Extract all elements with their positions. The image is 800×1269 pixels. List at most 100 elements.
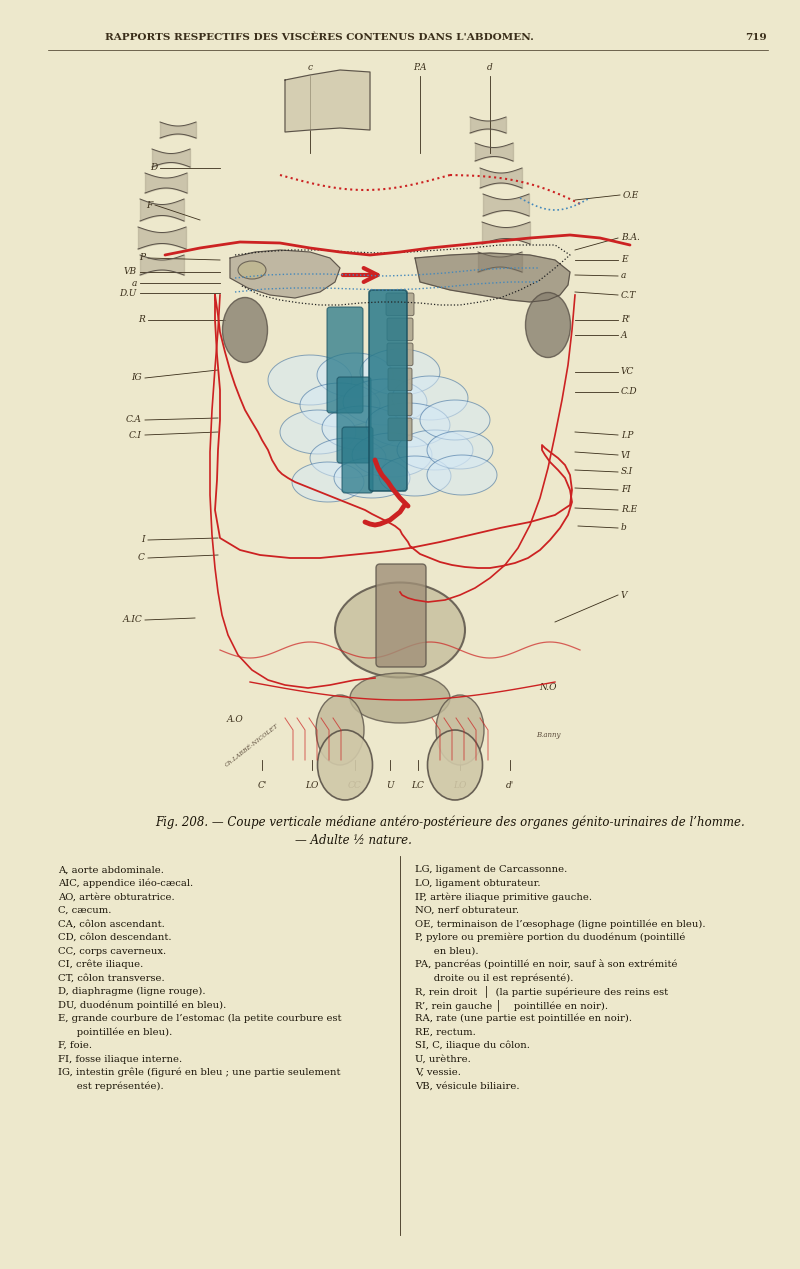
Polygon shape	[230, 250, 340, 298]
Text: O.E: O.E	[623, 190, 639, 199]
Text: E: E	[621, 255, 628, 264]
Ellipse shape	[316, 695, 364, 765]
Text: P.A: P.A	[414, 63, 426, 72]
Text: IP, artère iliaque primitive gauche.: IP, artère iliaque primitive gauche.	[415, 892, 592, 902]
Text: Fig. 208. — Coupe verticale médiane antéro-postérieure des organes génito-urinai: Fig. 208. — Coupe verticale médiane anté…	[155, 815, 745, 829]
Polygon shape	[427, 431, 493, 470]
FancyBboxPatch shape	[388, 418, 412, 440]
Ellipse shape	[335, 582, 465, 678]
Text: V: V	[621, 590, 627, 599]
Text: CC, corps caverneux.: CC, corps caverneux.	[58, 947, 166, 956]
Text: CI, crête iliaque.: CI, crête iliaque.	[58, 959, 143, 970]
Polygon shape	[322, 406, 402, 450]
Text: C': C'	[258, 780, 266, 789]
FancyBboxPatch shape	[387, 343, 413, 365]
Text: CC: CC	[348, 780, 362, 789]
Text: LO: LO	[306, 780, 318, 789]
Text: D: D	[150, 164, 157, 173]
Text: est représentée).: est représentée).	[58, 1081, 164, 1091]
Text: IG, intestin grêle (figuré en bleu ; une partie seulement: IG, intestin grêle (figuré en bleu ; une…	[58, 1067, 341, 1077]
FancyBboxPatch shape	[388, 393, 412, 416]
Text: CT, côlon transverse.: CT, côlon transverse.	[58, 973, 165, 982]
Text: LO, ligament obturateur.: LO, ligament obturateur.	[415, 879, 541, 888]
Text: SI, C, iliaque du côlon.: SI, C, iliaque du côlon.	[415, 1041, 530, 1051]
Text: C.A: C.A	[126, 415, 142, 425]
Text: R’, rein gauche │    pointillée en noir).: R’, rein gauche │ pointillée en noir).	[415, 999, 608, 1011]
Polygon shape	[427, 456, 497, 495]
Text: R: R	[138, 316, 145, 325]
Polygon shape	[280, 410, 356, 454]
Polygon shape	[352, 433, 432, 477]
Text: RA, rate (une partie est pointillée en noir).: RA, rate (une partie est pointillée en n…	[415, 1014, 632, 1023]
Text: A, aorte abdominale.: A, aorte abdominale.	[58, 865, 164, 874]
Text: IG: IG	[131, 373, 142, 382]
FancyBboxPatch shape	[376, 563, 426, 667]
Ellipse shape	[427, 730, 482, 799]
Ellipse shape	[436, 695, 484, 765]
Text: P, pylore ou première portion du duodénum (pointillé: P, pylore ou première portion du duodénu…	[415, 933, 686, 943]
Text: b: b	[621, 524, 626, 533]
FancyBboxPatch shape	[337, 377, 371, 463]
Text: B.anny: B.anny	[536, 731, 560, 739]
Ellipse shape	[238, 261, 266, 279]
Text: a: a	[621, 272, 626, 280]
Text: d: d	[487, 63, 493, 72]
Polygon shape	[379, 456, 451, 496]
FancyBboxPatch shape	[342, 426, 373, 492]
FancyBboxPatch shape	[387, 319, 413, 340]
Text: AO, artère obturatrice.: AO, artère obturatrice.	[58, 892, 174, 901]
Text: CA, côlon ascendant.: CA, côlon ascendant.	[58, 920, 165, 929]
Text: D.U: D.U	[120, 288, 137, 297]
Text: LC: LC	[411, 780, 425, 789]
Text: A.O: A.O	[226, 716, 243, 725]
Bar	[130, 55, 670, 794]
Text: LG, ligament de Carcassonne.: LG, ligament de Carcassonne.	[415, 865, 567, 874]
Polygon shape	[317, 353, 393, 397]
Ellipse shape	[526, 292, 570, 358]
Text: F: F	[146, 201, 152, 209]
Text: R, rein droit  │  (la partie supérieure des reins est: R, rein droit │ (la partie supérieure de…	[415, 986, 668, 997]
Text: E, grande courbure de l’estomac (la petite courbure est: E, grande courbure de l’estomac (la peti…	[58, 1014, 342, 1023]
Polygon shape	[334, 458, 410, 497]
Text: d': d'	[506, 780, 514, 789]
FancyBboxPatch shape	[327, 307, 363, 412]
Polygon shape	[360, 349, 440, 395]
Text: VB: VB	[124, 268, 137, 277]
Text: NO, nerf obturateur.: NO, nerf obturateur.	[415, 906, 519, 915]
Polygon shape	[392, 376, 468, 420]
Text: C.I: C.I	[129, 430, 142, 439]
Text: VB, vésicule biliaire.: VB, vésicule biliaire.	[415, 1081, 519, 1090]
Text: V, vessie.: V, vessie.	[415, 1068, 461, 1077]
Text: A: A	[621, 330, 627, 340]
Ellipse shape	[350, 673, 450, 723]
Text: C.D: C.D	[621, 387, 638, 396]
Text: I.P: I.P	[621, 430, 634, 439]
Text: VI: VI	[621, 450, 631, 459]
Polygon shape	[300, 383, 380, 426]
Text: CD, côlon descendant.: CD, côlon descendant.	[58, 933, 171, 942]
Polygon shape	[415, 253, 570, 302]
Polygon shape	[366, 404, 450, 447]
Polygon shape	[420, 400, 490, 440]
Text: FI, fosse iliaque interne.: FI, fosse iliaque interne.	[58, 1055, 182, 1063]
Text: C: C	[138, 553, 145, 562]
Text: B.A.: B.A.	[621, 233, 640, 242]
Text: N.O: N.O	[539, 684, 557, 693]
Ellipse shape	[222, 297, 267, 363]
Polygon shape	[285, 70, 370, 132]
FancyBboxPatch shape	[369, 291, 407, 491]
Text: U: U	[386, 780, 394, 789]
Text: LO: LO	[454, 780, 466, 789]
Text: pointillée en bleu).: pointillée en bleu).	[58, 1027, 172, 1037]
Text: FI: FI	[621, 486, 630, 495]
Text: F, foie.: F, foie.	[58, 1041, 92, 1049]
Text: Ch.LABBÉ-NICOLET: Ch.LABBÉ-NICOLET	[224, 722, 280, 768]
Text: D, diaphragme (ligne rouge).: D, diaphragme (ligne rouge).	[58, 987, 206, 996]
Text: DU, duodénum pointillé en bleu).: DU, duodénum pointillé en bleu).	[58, 1000, 226, 1010]
Text: en bleu).: en bleu).	[415, 947, 478, 956]
Text: OE, terminaison de l’œsophage (ligne pointillée en bleu).: OE, terminaison de l’œsophage (ligne poi…	[415, 919, 706, 929]
Text: R.E: R.E	[621, 505, 638, 514]
Text: S.I: S.I	[621, 467, 633, 476]
Text: VC: VC	[621, 368, 634, 377]
Text: a: a	[132, 278, 137, 288]
